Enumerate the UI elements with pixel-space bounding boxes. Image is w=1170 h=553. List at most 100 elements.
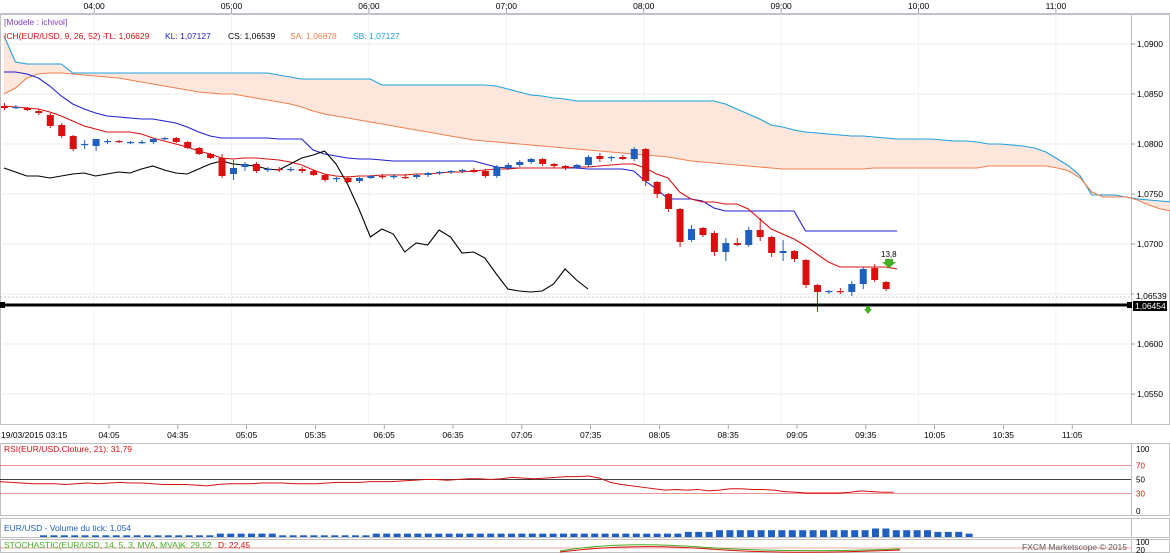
candle: [504, 163, 512, 170]
volume-bar: [924, 530, 931, 537]
volume-bar: [144, 535, 151, 537]
candle: [104, 139, 112, 144]
candle: [241, 162, 249, 171]
volume-bar: [341, 535, 349, 537]
candle-body: [676, 209, 684, 242]
volume-bar: [549, 533, 557, 537]
volume-bar: [362, 535, 370, 537]
candle-body: [310, 171, 318, 175]
candle: [207, 153, 215, 159]
rsi-axis: 100 70 50 30 0: [1136, 445, 1150, 516]
header-time-label: 04:00: [84, 1, 106, 11]
rsi-levels: [0, 464, 1131, 495]
candle: [92, 139, 100, 151]
candle: [596, 153, 604, 162]
volume-bar: [92, 535, 99, 537]
volume-bar: [757, 530, 765, 537]
candle-body: [768, 237, 776, 253]
candle-body: [630, 149, 638, 159]
candle-body: [378, 176, 386, 178]
volume-bar: [50, 535, 58, 537]
candle: [756, 218, 764, 241]
volume-bar: [913, 530, 921, 537]
candle-body: [745, 230, 753, 245]
chikou-line: [3, 150, 589, 293]
volume-bar: [216, 533, 224, 537]
candle-body: [195, 148, 203, 154]
candle-body: [424, 173, 432, 175]
candle: [23, 107, 31, 111]
candle-body: [241, 164, 249, 167]
volume-bars: [40, 528, 973, 537]
volume-bar: [851, 530, 859, 537]
brand-footer: FXCM Marketscope © 2015: [1022, 542, 1127, 552]
candle-body: [584, 157, 592, 165]
time-tick-label: 05:35: [305, 430, 327, 440]
stoch-label: STOCHASTIC(EUR/USD, 14, 5, 3, MVA, MVA) …: [4, 540, 186, 550]
candle-body: [813, 285, 821, 292]
candle: [619, 155, 627, 160]
candle: [161, 137, 169, 140]
candle-body: [596, 156, 604, 159]
candle-body: [81, 144, 89, 146]
candle-body: [161, 138, 169, 140]
header-time-axis: 04:00 05:00 06:00 07:00 08:00 09:00 10:00 11:00: [84, 1, 1067, 13]
rsi-tick-label: 70: [1136, 461, 1145, 470]
candle: [791, 250, 799, 262]
candle: [699, 227, 707, 237]
volume-bar: [289, 535, 297, 537]
header-time-label: 08:00: [633, 1, 655, 11]
candle: [642, 148, 650, 186]
candle: [69, 135, 77, 151]
candle-body: [207, 154, 215, 158]
candle: [333, 177, 341, 182]
volume-bar: [300, 535, 307, 537]
header-time-label: 09:00: [771, 1, 793, 11]
candle-body: [344, 178, 352, 182]
candle-body: [802, 260, 810, 285]
candle-body: [436, 172, 444, 174]
header-time-label: 06:00: [358, 1, 380, 11]
candle: [413, 174, 421, 179]
volume-label: EUR/USD - Volume du tick: 1,054: [4, 523, 131, 533]
candle: [470, 168, 478, 173]
candle-body: [825, 291, 833, 293]
candle-body: [287, 169, 295, 171]
volume-bar: [674, 533, 682, 537]
candle-body: [756, 230, 764, 237]
line-handle-left[interactable]: [0, 302, 5, 308]
stoch-d-label: D: 22,45: [218, 540, 250, 550]
date-label: 19/03/2015 03:15: [1, 430, 67, 440]
volume-bar: [820, 530, 827, 537]
candle-body: [298, 169, 306, 171]
current-price-box: [1134, 291, 1166, 301]
candle-body: [390, 176, 398, 178]
candle-body: [493, 167, 501, 176]
volume-bar: [809, 530, 817, 537]
candle-body: [733, 243, 741, 245]
candle: [665, 193, 673, 212]
time-tick-label: 07:05: [511, 430, 533, 440]
volume-bar: [497, 533, 505, 537]
candle-body: [539, 159, 547, 164]
time-tick-label: 11:05: [1062, 430, 1083, 440]
candle-body: [367, 176, 375, 178]
candle: [871, 264, 879, 282]
tl-label: TL: 1,06629: [104, 31, 150, 41]
candle-body: [58, 125, 66, 136]
candle: [825, 290, 833, 294]
candle-body: [642, 149, 650, 181]
line-handle-right[interactable]: [1127, 302, 1132, 308]
rsi-label: RSI(EUR/USD.Cloture, 21): 31,79: [4, 444, 132, 454]
volume-bar: [456, 533, 463, 537]
volume-bar: [258, 533, 266, 537]
candle: [493, 165, 501, 178]
candle: [424, 172, 432, 177]
volume-bar: [112, 535, 120, 537]
candle: [298, 167, 306, 173]
volume-bar: [279, 535, 287, 537]
volume-bar: [320, 535, 328, 537]
candle-body: [69, 136, 77, 149]
candle-body: [470, 170, 478, 172]
